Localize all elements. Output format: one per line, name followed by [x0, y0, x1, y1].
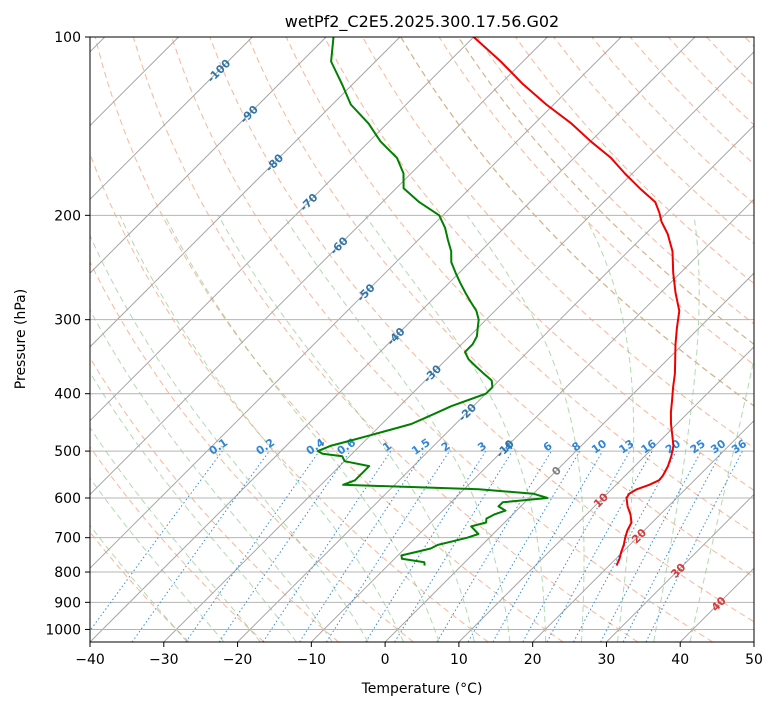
dry-adiabat	[209, 37, 754, 623]
moist-adiabat	[90, 426, 261, 642]
dry-adiabat	[285, 37, 754, 535]
y-tick-label: 700	[54, 531, 81, 547]
y-axis-label: Pressure (hPa)	[13, 289, 29, 389]
isotherm	[384, 272, 754, 642]
mixing-ratio-line	[645, 450, 743, 642]
isotherm	[90, 37, 475, 422]
reference-curve	[457, 37, 754, 346]
dry-adiabat	[476, 37, 754, 325]
y-tick-label: 600	[54, 491, 81, 507]
isotherm	[90, 37, 696, 642]
chart-title: wetPf2_C2E5.2025.300.17.56.G02	[285, 12, 559, 32]
x-tick-label: −20	[223, 652, 253, 668]
x-tick-label: −10	[297, 652, 327, 668]
x-tick-label: 10	[450, 652, 468, 668]
dry-adiabat	[90, 446, 265, 642]
isotherm	[237, 124, 754, 642]
y-tick-label: 1000	[45, 622, 81, 638]
isotherm	[90, 37, 622, 569]
isotherm	[458, 346, 754, 642]
dry-adiabat	[323, 37, 754, 491]
y-tick-label: 500	[54, 444, 81, 460]
dry-adiabat	[94, 37, 564, 642]
mixing-ratio-line	[522, 450, 631, 642]
isotherm	[90, 37, 253, 201]
x-tick-label: 50	[745, 652, 763, 668]
moist-adiabat	[283, 215, 511, 642]
mixing-ratio-line	[90, 450, 223, 632]
mixing-ratio-line	[299, 450, 426, 642]
y-tick-label: 300	[54, 313, 81, 329]
moist-adiabat	[653, 215, 700, 642]
x-tick-label: 20	[524, 652, 542, 668]
moist-adiabat	[90, 308, 333, 642]
moist-adiabat	[119, 215, 404, 642]
isotherm	[90, 37, 401, 348]
isotherm	[310, 198, 754, 642]
y-tick-label: 900	[54, 595, 81, 611]
moist-adiabat	[217, 215, 475, 642]
isotherm	[90, 37, 548, 496]
mixing-ratio-line	[325, 450, 450, 642]
isotherm	[606, 493, 754, 642]
mixing-ratio-line	[218, 450, 351, 642]
mixing-ratio-line	[394, 450, 513, 642]
moist-adiabat	[689, 356, 754, 642]
axes: −40 −30 −20 −10 0 10 20 30 40 50 100 200 300 400 500 60…	[45, 30, 763, 668]
x-tick-label: 0	[381, 652, 390, 668]
mixing-ratio-line	[262, 450, 392, 642]
plot-frame	[89, 36, 755, 643]
isotherm	[163, 51, 754, 642]
dewpoint-profile	[316, 37, 549, 566]
x-axis-label: Temperature (°C)	[361, 681, 483, 697]
y-tick-label: 800	[54, 565, 81, 581]
y-tick-label: 400	[54, 387, 81, 403]
moist-adiabat	[164, 215, 440, 642]
mixing-ratio-line	[573, 450, 677, 642]
mixing-ratio-line	[546, 450, 653, 642]
y-tick-label: 100	[54, 30, 81, 46]
dry-adiabat	[90, 356, 339, 642]
temperature-profile	[473, 37, 681, 566]
x-tick-label: −30	[149, 652, 179, 668]
moist-adiabat	[90, 234, 369, 642]
mixing-ratio-line	[131, 450, 270, 642]
moist-adiabat	[364, 215, 547, 642]
dry-adiabat	[171, 37, 713, 642]
dry-adiabat	[515, 37, 754, 285]
isotherm	[90, 37, 327, 274]
moist-adiabat	[90, 477, 225, 642]
moist-adiabat	[90, 371, 297, 642]
y-tick-label: 200	[54, 208, 81, 224]
x-tick-label: 30	[598, 652, 616, 668]
dry-adiabat	[90, 260, 414, 642]
dry-adiabat	[132, 37, 639, 642]
x-tick-label: −40	[75, 652, 105, 668]
moist-adiabat	[466, 215, 585, 642]
isotherm	[532, 419, 754, 642]
dry-adiabat	[247, 37, 754, 578]
dry-adiabat	[438, 37, 754, 366]
mixing-ratio-line	[185, 450, 320, 642]
x-tick-label: 40	[671, 652, 689, 668]
